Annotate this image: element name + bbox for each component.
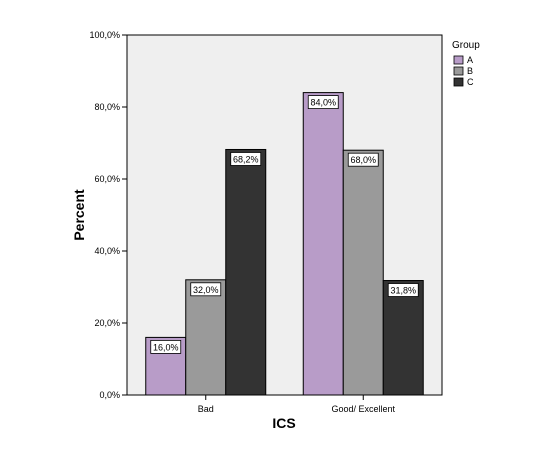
data-label: 68,0%: [350, 155, 376, 165]
legend: Group ABC: [452, 40, 480, 87]
data-label-box: [387, 283, 419, 297]
legend-swatch-c: [453, 77, 464, 87]
x-axis: Bad Good/ Excellent: [198, 395, 396, 414]
data-label: 31,8%: [390, 286, 416, 296]
legend-label-b: B: [467, 66, 473, 76]
y-axis: 0,0% 20,0% 40,0% 60,0% 80,0% 100,0%: [89, 30, 127, 400]
legend-title: Group: [452, 40, 480, 51]
y-tick-label: 0,0%: [99, 390, 120, 400]
bar-a-good-excellent: [302, 92, 344, 396]
y-tick-label: 40,0%: [94, 246, 120, 256]
x-tick-label: Bad: [198, 404, 214, 414]
data-label-box: [230, 152, 262, 166]
y-tick-label: 80,0%: [94, 102, 120, 112]
data-label: 68,2%: [233, 154, 259, 164]
data-label-box: [190, 282, 222, 297]
bar-c-bad: [225, 148, 267, 396]
bar-c-good-excellent: [382, 280, 424, 396]
legend-label-c: C: [467, 77, 474, 87]
x-tick-label: Good/ Excellent: [331, 404, 395, 414]
legend-swatch-a: [453, 55, 464, 65]
y-tick-label: 20,0%: [94, 318, 120, 328]
data-label-box: [150, 339, 182, 354]
y-axis-title: Percent: [71, 189, 87, 241]
bar-b-good-excellent: [342, 149, 384, 396]
data-label: 16,0%: [153, 342, 179, 352]
data-label-box: [347, 152, 379, 167]
legend-swatch-b: [453, 66, 464, 76]
bar-b-bad: [185, 279, 227, 396]
data-label: 32,0%: [193, 285, 219, 295]
data-label: 84,0%: [310, 98, 336, 108]
data-label-box: [307, 95, 339, 109]
y-tick-label: 60,0%: [94, 174, 120, 184]
y-tick-label: 100,0%: [89, 30, 120, 40]
x-axis-title: ICS: [272, 415, 295, 431]
bars-group: 16,0% 32,0% 68,2% 84,0% 68,0% 31,8%: [145, 92, 424, 396]
legend-label-a: A: [467, 55, 473, 65]
